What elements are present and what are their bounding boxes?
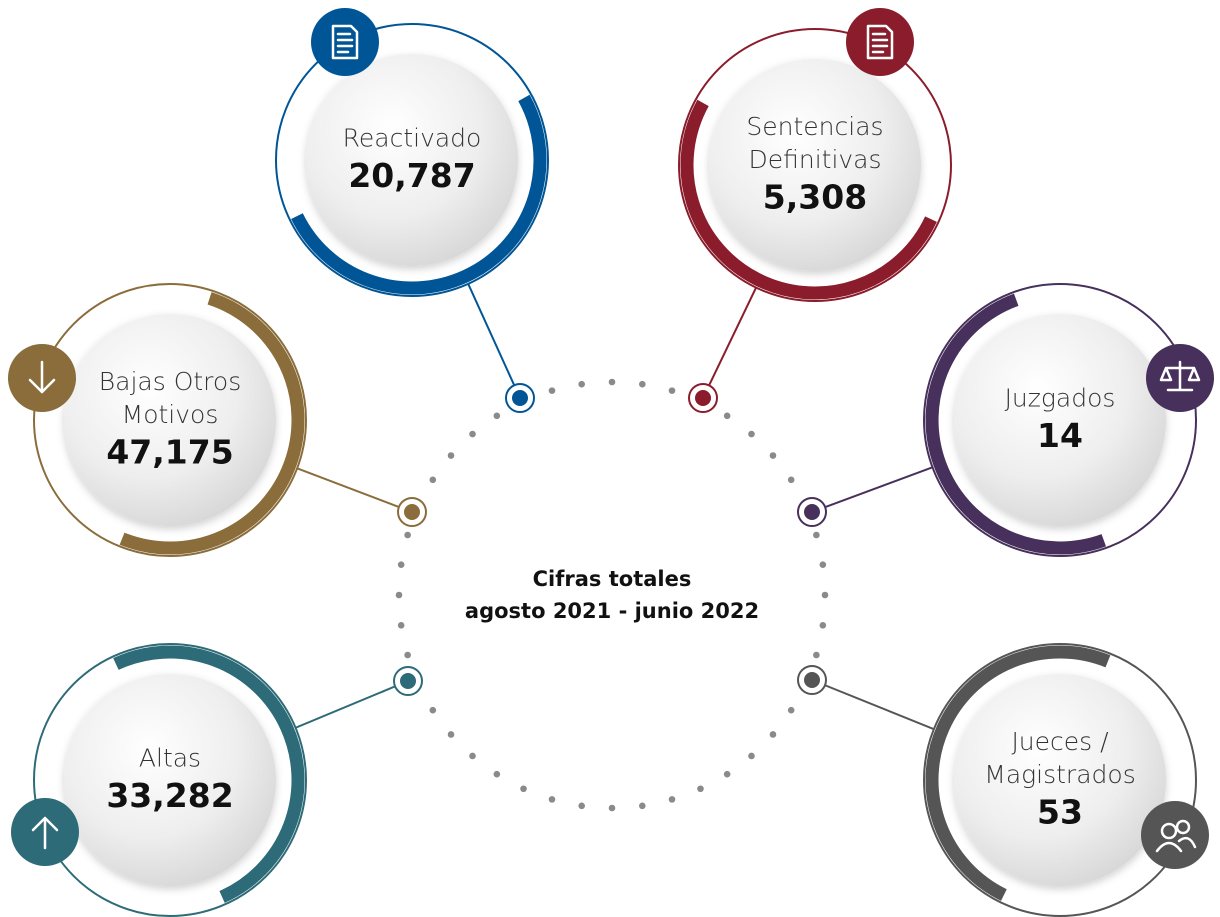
node-label: Reactivado [343,123,482,152]
ring-dot [608,804,616,812]
icon [1155,819,1197,853]
node: Altas 33,282 [11,643,423,917]
ring-dot [769,452,777,459]
node-value: 53 [1037,792,1083,831]
node-label: Sentencias [746,112,883,141]
ring-dot [397,561,405,568]
ring-dot [520,785,527,793]
joint-dot [695,390,711,406]
ring-dot [429,476,437,484]
icon-glyph [31,816,59,850]
ring-dot [397,622,405,629]
ring-dot [723,770,731,778]
accent-arc [119,292,305,555]
node: Bajas Otros Motivos 47,175 [8,283,427,557]
node-label: Bajas Otros [99,367,241,396]
ring-dot [813,651,820,659]
ring-dot [813,531,820,539]
ring-dot [493,770,501,778]
icon [31,816,59,850]
inner-disc [64,314,276,526]
node-label: Magistrados [984,760,1135,789]
joint-dot [512,390,528,406]
ring-dot [697,785,704,793]
joint-dot [404,504,420,520]
node: Sentencias Definitivas 5,308 [678,8,952,413]
node: Jueces / Magistrados 53 [797,643,1209,917]
dotted-ring [395,378,829,812]
ring-dot [608,378,616,386]
icon-glyph [1159,360,1201,392]
icon [28,360,56,394]
inner-disc [954,314,1166,526]
ring-dot [469,430,476,438]
node-value: 14 [1037,416,1083,455]
ring-dot [395,591,403,599]
ring-dot [819,561,827,568]
accent-arc [925,645,1111,901]
accent-arc [680,99,937,300]
icon-badge [311,8,379,76]
ring-dot [578,380,585,388]
ring-dot [787,706,795,714]
node: Reactivado 20,787 [275,8,549,413]
node-value: 20,787 [348,156,475,195]
icon-glyph [28,360,56,394]
accent-arc [291,94,547,295]
ring-dot [668,796,676,803]
ring-dot [748,430,755,438]
ring-dot [787,476,795,484]
accent-arc [113,645,305,903]
ring-dot [429,706,437,714]
ring-dot [668,387,676,394]
icon [331,24,359,60]
icon-glyph [1155,819,1197,853]
ring-dot [748,752,755,760]
center-title: Cifras totales [533,567,692,591]
ring-dot [447,452,455,459]
node-label: Definitivas [748,145,881,174]
ring-dot [723,412,731,420]
ring-dot [639,380,646,388]
inner-disc [64,674,276,886]
node: Juzgados 14 [797,283,1214,557]
ring-dot [404,651,411,659]
node-label: Juzgados [1005,383,1116,412]
ring-dot [404,531,411,539]
icon [1159,360,1201,392]
joint-dot [400,673,416,689]
node-value: 47,175 [106,432,233,471]
node-label: Jueces / [1011,727,1109,756]
icon-glyph [331,24,359,60]
inner-disc [306,54,518,266]
ring-dot [639,802,646,810]
nodes: Reactivado 20,787 Sentencias Definitivas 5,3… [8,8,1214,917]
inner-disc [954,674,1166,886]
accent-arc [925,293,1106,555]
node-label: Motivos [122,400,219,429]
inner-disc [709,59,921,271]
icon-glyph [866,24,894,60]
ring-dot [548,796,556,803]
ring-dot [447,731,455,738]
ring-dot [469,752,476,760]
joint-dot [804,504,820,520]
ring-dot [548,387,556,394]
ring-dot [493,412,501,420]
ring-dot [769,731,777,738]
icon-badge [846,8,914,76]
node-value: 5,308 [763,177,867,216]
ring-dot [819,622,827,629]
center-subtitle: agosto 2021 - junio 2022 [465,599,759,623]
ring-dot [578,802,585,810]
joint-dot [804,672,820,688]
ring-dot [821,591,829,599]
icon [866,24,894,60]
node-label: Altas [139,743,201,772]
node-value: 33,282 [106,776,233,815]
